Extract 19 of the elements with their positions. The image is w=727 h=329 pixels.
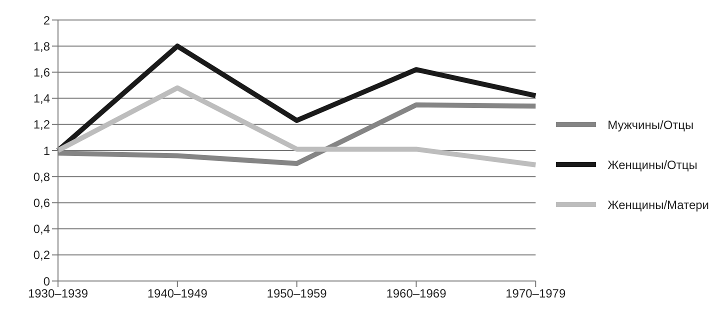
y-tick-label: 2 [43, 13, 50, 28]
y-tick-label: 0,6 [33, 196, 50, 210]
y-tick-label: 0,4 [33, 222, 50, 236]
legend-label: Мужчины/Отцы [608, 118, 694, 132]
y-tick-label: 1,4 [33, 92, 50, 106]
y-tick-label: 1,2 [33, 118, 50, 132]
legend-label: Женщины/Матери [608, 198, 709, 212]
y-tick-label: 1,8 [33, 39, 50, 54]
y-tick-label: 1,6 [33, 65, 50, 80]
y-tick-label: 1 [43, 144, 50, 158]
x-tick-label: 1960–1969 [386, 286, 447, 301]
x-tick-label: 1930–1939 [28, 286, 88, 301]
y-tick-label: 0 [43, 274, 50, 288]
x-tick-label: 1940–1949 [147, 286, 208, 301]
x-tick-label: 1970–1979 [506, 286, 566, 301]
legend-label: Женщины/Отцы [608, 158, 698, 172]
y-tick-label: 0,2 [33, 248, 50, 262]
y-tick-label: 0,8 [33, 170, 50, 184]
x-tick-label: 1950–1959 [266, 286, 328, 301]
